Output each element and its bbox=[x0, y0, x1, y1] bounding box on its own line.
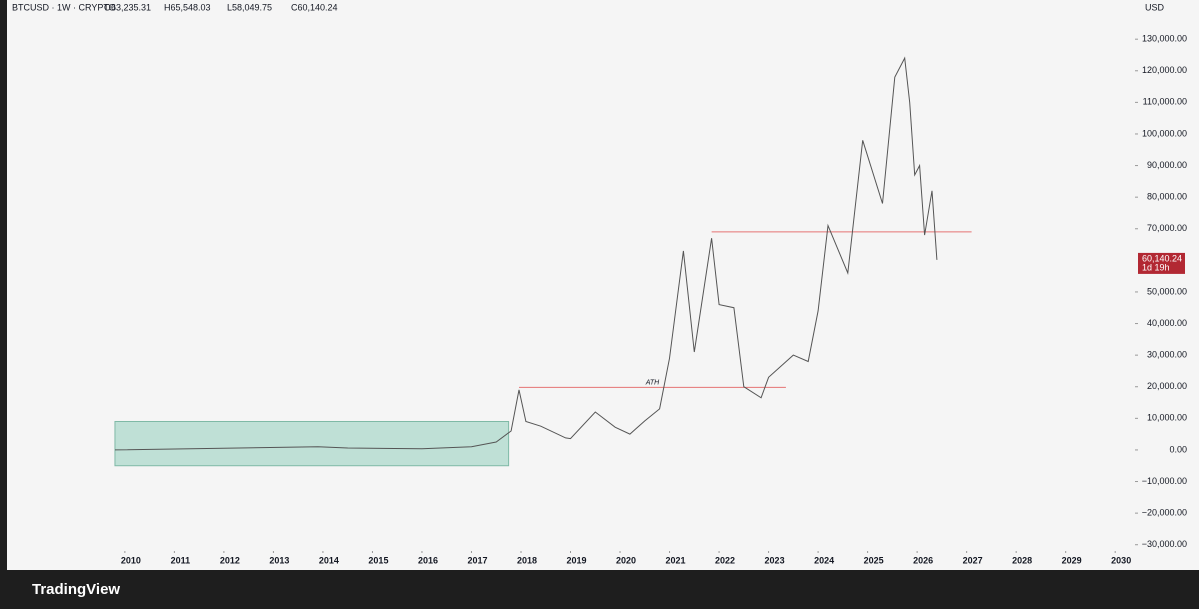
y-tick-label: 70,000.00 bbox=[1147, 223, 1187, 233]
x-tick-label: 2021 bbox=[666, 555, 686, 565]
x-tick-label: 2020 bbox=[616, 555, 636, 565]
range-box bbox=[114, 420, 510, 467]
x-tick-label: 2027 bbox=[963, 555, 983, 565]
y-tick-label: 90,000.00 bbox=[1147, 160, 1187, 170]
y-tick-label: 20,000.00 bbox=[1147, 381, 1187, 391]
ohlc: C60,140.24 bbox=[291, 2, 338, 12]
x-tick-label: 2024 bbox=[814, 555, 834, 565]
price-tag-label: 60,140.24 bbox=[1142, 253, 1182, 263]
x-tick-label: 2016 bbox=[418, 555, 438, 565]
x-tick-label: 2019 bbox=[566, 555, 586, 565]
ohlc: L58,049.75 bbox=[227, 2, 272, 12]
y-tick-label: 10,000.00 bbox=[1147, 413, 1187, 423]
y-tick-label: 130,000.00 bbox=[1142, 34, 1187, 44]
y-tick-label: 0.00 bbox=[1169, 444, 1187, 454]
y-tick-label: −20,000.00 bbox=[1142, 508, 1187, 518]
x-tick-label: 2025 bbox=[864, 555, 884, 565]
title: BTCUSD · 1W · CRYPTO bbox=[12, 2, 116, 12]
y-tick-label: −10,000.00 bbox=[1142, 476, 1187, 486]
background bbox=[7, 0, 1199, 570]
x-tick-label: 2023 bbox=[765, 555, 785, 565]
footer: TradingView bbox=[0, 570, 1199, 609]
x-tick-label: 2030 bbox=[1111, 555, 1131, 565]
x-tick-label: 2015 bbox=[368, 555, 388, 565]
y-tick-label: 80,000.00 bbox=[1147, 192, 1187, 202]
price-tag-countdown: 1d 19h bbox=[1142, 262, 1170, 272]
x-tick-label: 2012 bbox=[220, 555, 240, 565]
ohlc: O63,235.31 bbox=[104, 2, 151, 12]
brand: TradingView bbox=[32, 581, 121, 598]
price-line bbox=[114, 56, 938, 451]
y-tick-label: −30,000.00 bbox=[1142, 539, 1187, 549]
y-tick-label: 100,000.00 bbox=[1142, 128, 1187, 138]
x-tick-label: 2028 bbox=[1012, 555, 1032, 565]
x-tick-label: 2013 bbox=[269, 555, 289, 565]
x-tick-label: 2022 bbox=[715, 555, 735, 565]
x-tick-label: 2026 bbox=[913, 555, 933, 565]
y-tick-label: 110,000.00 bbox=[1143, 97, 1187, 107]
ohlc: H65,548.03 bbox=[164, 2, 211, 12]
y-tick-label: 30,000.00 bbox=[1147, 350, 1187, 360]
y-tick-label: 120,000.00 bbox=[1142, 65, 1187, 75]
y-tick-label: 40,000.00 bbox=[1147, 318, 1187, 328]
y-tick-label: 50,000.00 bbox=[1147, 286, 1187, 296]
x-tick-label: 2014 bbox=[319, 555, 339, 565]
x-tick-label: 2010 bbox=[121, 555, 141, 565]
x-tick-label: 2018 bbox=[517, 555, 537, 565]
price-tag bbox=[1138, 252, 1185, 274]
hline-label: ATH bbox=[645, 379, 660, 386]
currency: USD bbox=[1145, 2, 1165, 12]
x-tick-label: 2011 bbox=[171, 555, 191, 565]
x-tick-label: 2017 bbox=[467, 555, 487, 565]
x-tick-label: 2029 bbox=[1062, 555, 1082, 565]
